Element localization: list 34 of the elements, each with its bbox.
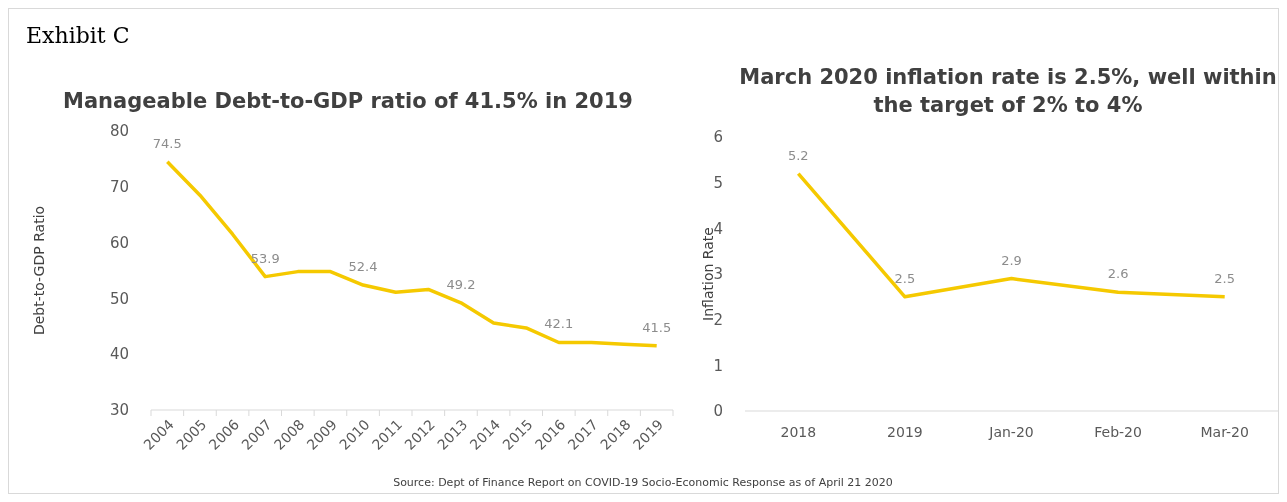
y-tick-label: 6 [713,128,723,147]
data-label: 41.5 [642,319,672,335]
text: Exhibit C [26,23,130,48]
y-axis-title: Debt-to-GDP Ratio [31,205,47,336]
data-label: 2.5 [1214,270,1236,286]
data-label: 2.6 [1107,266,1129,282]
y-tick-label: 2 [713,310,723,329]
data-label: 74.5 [152,135,182,151]
data-label: 5.2 [787,147,809,163]
chart-title: March 2020 inflation rate is 2.5%, well within the target of 2% to 4% [739,65,1277,117]
y-tick-label: 3 [713,265,723,284]
y-tick-label: 50 [109,289,129,308]
x-tick-label: Jan-20 [988,424,1034,440]
x-tick-label: Feb-20 [1094,424,1142,440]
source-note: Source: Dept of Finance Report on COVID-19 Socio-Economic Response as of April 21 2020 [393,476,893,489]
y-tick-label: 4 [713,219,723,238]
y-tick-label: 40 [109,345,129,364]
chart-title: Manageable Debt-to-GDP ratio of 41.5% in 2019 [63,89,633,113]
data-label: 52.4 [348,259,378,275]
data-label: 42.1 [544,316,574,332]
data-label: 49.2 [446,276,476,292]
x-tick-label: 2018 [780,424,817,440]
x-tick-label: Mar-20 [1200,424,1249,440]
y-tick-label: 30 [109,401,129,420]
data-label: 2.9 [1001,252,1022,268]
y-tick-label: 1 [713,356,723,375]
y-tick-label: 60 [109,233,129,252]
y-tick-label: 80 [109,122,129,141]
y-tick-label: 70 [109,178,129,197]
y-tick-label: 0 [713,402,723,421]
data-label: 53.9 [250,250,280,266]
y-tick-label: 5 [713,173,723,192]
data-label: 2.5 [894,270,916,286]
x-tick-label: 2019 [887,424,923,440]
